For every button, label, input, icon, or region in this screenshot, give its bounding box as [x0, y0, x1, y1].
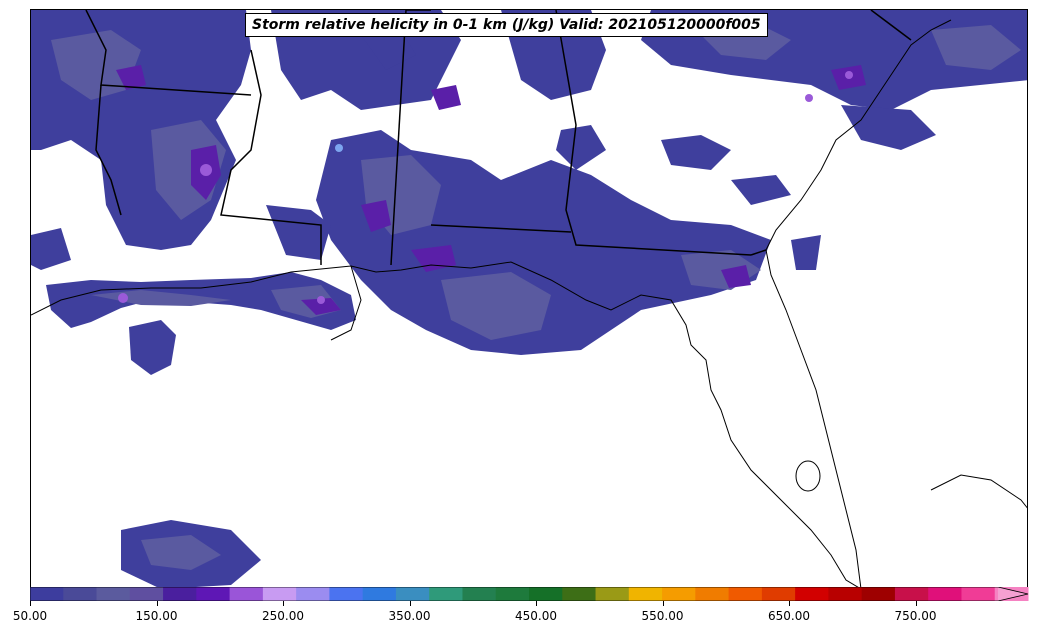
colorbar-segment [96, 587, 131, 601]
colorbar-tick-label: 650.00 [768, 609, 810, 623]
colorbar-segment [529, 587, 563, 601]
colorbar-segment [894, 587, 929, 601]
colorbar-tick-label: 250.00 [262, 609, 304, 623]
colorbar-tick-label: 750.00 [894, 609, 937, 623]
map-title: Storm relative helicity in 0-1 km (J/kg)… [245, 13, 768, 37]
colorbar-tick-mark [662, 601, 664, 606]
colorbar-segment [628, 587, 663, 601]
colorbar-extend-arrow [998, 587, 1028, 601]
colorbar-segment [462, 587, 497, 601]
colorbar-segment [662, 587, 696, 601]
colorbar-tick-label: 350.00 [388, 609, 431, 623]
colorbar-segment [362, 587, 397, 601]
colorbar-segment [861, 587, 896, 601]
colorbar-tick-mark [789, 601, 790, 606]
helicity-map [31, 10, 1027, 587]
colorbar [30, 587, 1029, 601]
colorbar-tick-mark [283, 601, 284, 606]
colorbar-tick-mark [409, 601, 411, 606]
colorbar-segment [163, 587, 197, 601]
helicity-contours [31, 10, 1027, 587]
colorbar-segment [129, 587, 164, 601]
colorbar-segment [229, 587, 264, 601]
colorbar-segment [196, 587, 231, 601]
colorbar-segment [828, 587, 863, 601]
colorbar-segment [795, 587, 829, 601]
colorbar-ticks: 50.00 150.00 250.00 350.00 450.00 550.00 650.0… [0, 601, 1037, 631]
colorbar-segment [296, 587, 330, 601]
colorbar-tick-mark [156, 601, 158, 606]
coastlines [31, 19, 1027, 587]
colorbar-segment [562, 587, 597, 601]
colorbar-segment [329, 587, 364, 601]
colorbar-tick-mark [915, 601, 917, 606]
colorbar-segment [262, 587, 297, 601]
colorbar-segment [30, 587, 64, 601]
colorbar-tick-label: 550.00 [641, 609, 684, 623]
colorbar-segment [63, 587, 98, 601]
map-panel [30, 9, 1028, 588]
colorbar-segment [728, 587, 763, 601]
colorbar-segment [595, 587, 630, 601]
state-borders [85, 10, 912, 266]
colorbar-segment [928, 587, 962, 601]
colorbar-segment [395, 587, 430, 601]
colorbar-tick-label: 450.00 [515, 609, 557, 623]
colorbar-segment [495, 587, 530, 601]
colorbar-tick-mark [536, 601, 537, 606]
colorbar-segment [961, 587, 996, 601]
colorbar-tick-label: 150.00 [135, 609, 178, 623]
colorbar-segment [429, 587, 463, 601]
colorbar-segment [695, 587, 730, 601]
colorbar-segment [761, 587, 796, 601]
colorbar-tick-mark [30, 601, 31, 606]
colorbar-tick-label: 50.00 [12, 609, 48, 623]
